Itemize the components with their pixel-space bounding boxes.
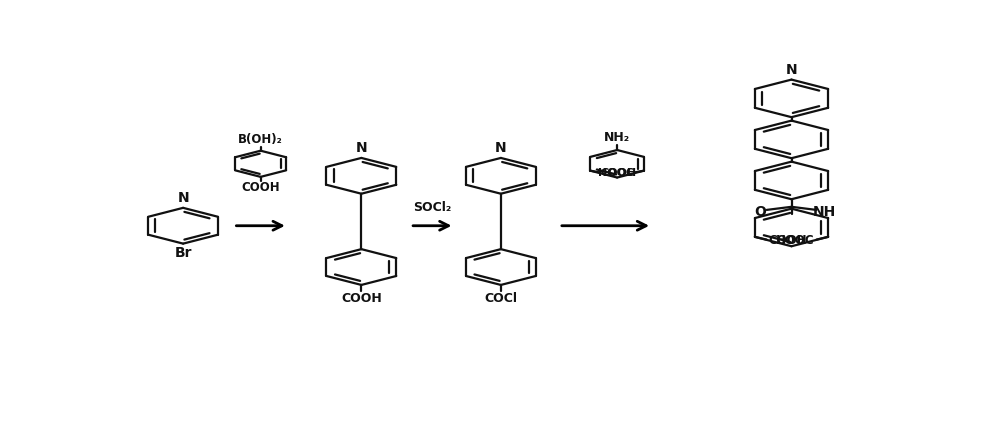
Text: N: N	[177, 191, 189, 205]
Text: COOH: COOH	[241, 181, 280, 194]
Text: NH: NH	[812, 205, 836, 219]
Text: COOH: COOH	[600, 168, 636, 178]
Text: O: O	[755, 205, 766, 219]
Text: NH₂: NH₂	[604, 131, 630, 144]
Text: COOH: COOH	[769, 234, 807, 247]
Text: N: N	[356, 141, 367, 155]
Text: COOH: COOH	[341, 292, 382, 305]
Text: Br: Br	[174, 246, 192, 261]
Text: N: N	[786, 63, 797, 77]
Text: SOCl₂: SOCl₂	[414, 201, 452, 214]
Text: COCl: COCl	[484, 292, 517, 305]
Text: HOOC: HOOC	[776, 234, 814, 247]
Text: B(OH)₂: B(OH)₂	[238, 133, 283, 146]
Text: N: N	[495, 141, 507, 155]
Text: HOOC: HOOC	[598, 168, 634, 178]
